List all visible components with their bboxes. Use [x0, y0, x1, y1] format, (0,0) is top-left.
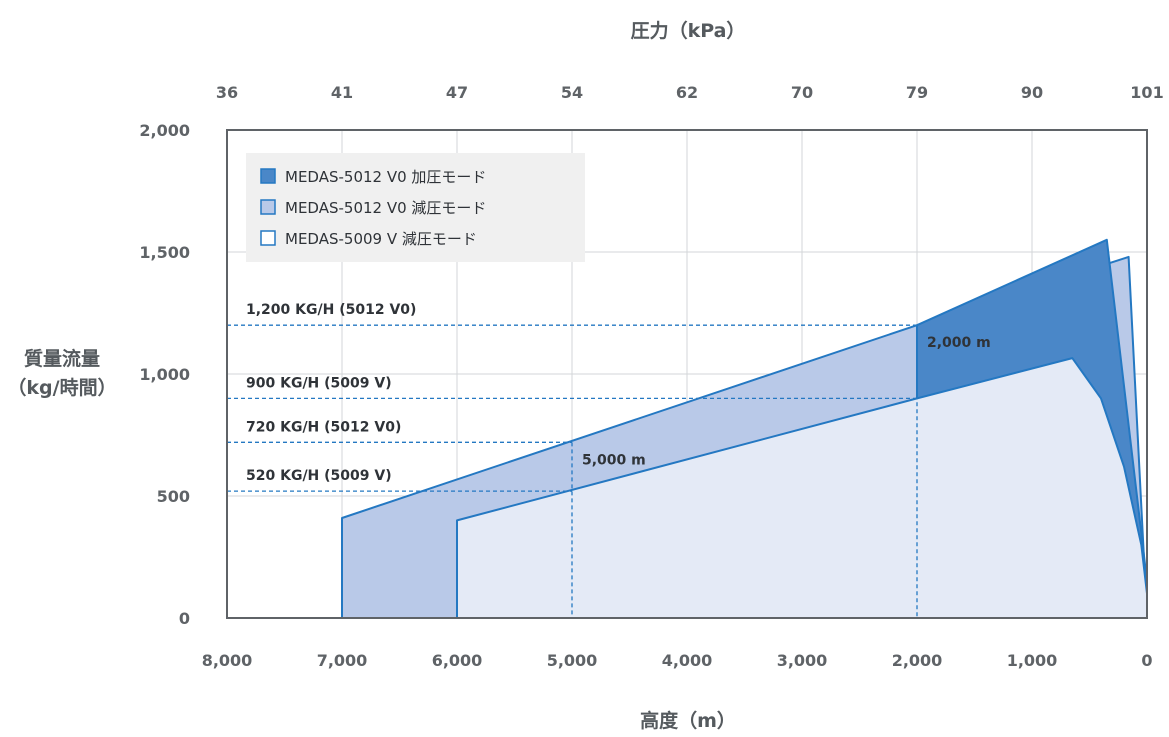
ref-label: 900 KG/H (5009 V)	[246, 375, 392, 391]
x2-tick-label: 62	[676, 83, 698, 102]
legend-swatch	[260, 199, 276, 215]
y-tick-label: 1,500	[139, 243, 190, 262]
x-tick-label: 8,000	[202, 651, 253, 670]
x-tick-label: 3,000	[777, 651, 828, 670]
x-tick-label: 2,000	[892, 651, 943, 670]
x-tick-label: 7,000	[317, 651, 368, 670]
x-tick-label: 1,000	[1007, 651, 1058, 670]
y-tick-label: 1,000	[139, 365, 190, 384]
y-axis-title-line1: 質量流量	[24, 347, 100, 370]
x2-tick-label: 79	[906, 83, 928, 102]
ref-label: 520 KG/H (5009 V)	[246, 468, 392, 484]
x2-tick-label: 90	[1021, 83, 1043, 102]
x2-tick-label: 54	[561, 83, 583, 102]
x2-tick-label: 47	[446, 83, 468, 102]
legend-label: MEDAS-5012 V0 加圧モード	[285, 168, 486, 186]
legend-label: MEDAS-5012 V0 減圧モード	[285, 199, 486, 217]
plot-frame	[226, 129, 1148, 619]
x2-tick-label: 36	[216, 83, 238, 102]
legend-box	[246, 153, 585, 262]
y-axis-title-line2: （kg/時間）	[7, 376, 116, 399]
legend-swatch	[260, 168, 276, 184]
ref-label: 720 KG/H (5012 V0)	[246, 419, 401, 435]
legend-label: MEDAS-5009 V 減圧モード	[285, 230, 477, 248]
y-tick-label: 500	[157, 487, 190, 506]
series-areas	[341, 238, 1148, 619]
legend-swatch	[260, 230, 276, 246]
reference-lines: 1,200 KG/H (5012 V0) 900 KG/H (5009 V) 720…	[227, 302, 991, 618]
x2-axis-title: 圧力（kPa）	[631, 19, 746, 42]
x-axis-title: 高度（m）	[640, 709, 736, 732]
tick-labels: 8,000 7,000 6,000 5,000 4,000 3,000 2,000 1,000…	[139, 83, 1163, 670]
x-tick-label: 0	[1141, 651, 1152, 670]
y-tick-label: 0	[179, 609, 190, 628]
x-tick-label: 6,000	[432, 651, 483, 670]
x2-tick-label: 101	[1130, 83, 1163, 102]
x-tick-label: 5,000	[547, 651, 598, 670]
y-tick-label: 2,000	[139, 121, 190, 140]
legend: MEDAS-5012 V0 加圧モード MEDAS-5012 V0 減圧モード ME…	[246, 153, 585, 262]
ref-label: 1,200 KG/H (5012 V0)	[246, 302, 416, 318]
annotation-label: 5,000 m	[582, 452, 646, 468]
annotation-label: 2,000 m	[927, 335, 991, 351]
x-tick-label: 4,000	[662, 651, 713, 670]
x2-tick-label: 41	[331, 83, 353, 102]
x2-tick-label: 70	[791, 83, 813, 102]
